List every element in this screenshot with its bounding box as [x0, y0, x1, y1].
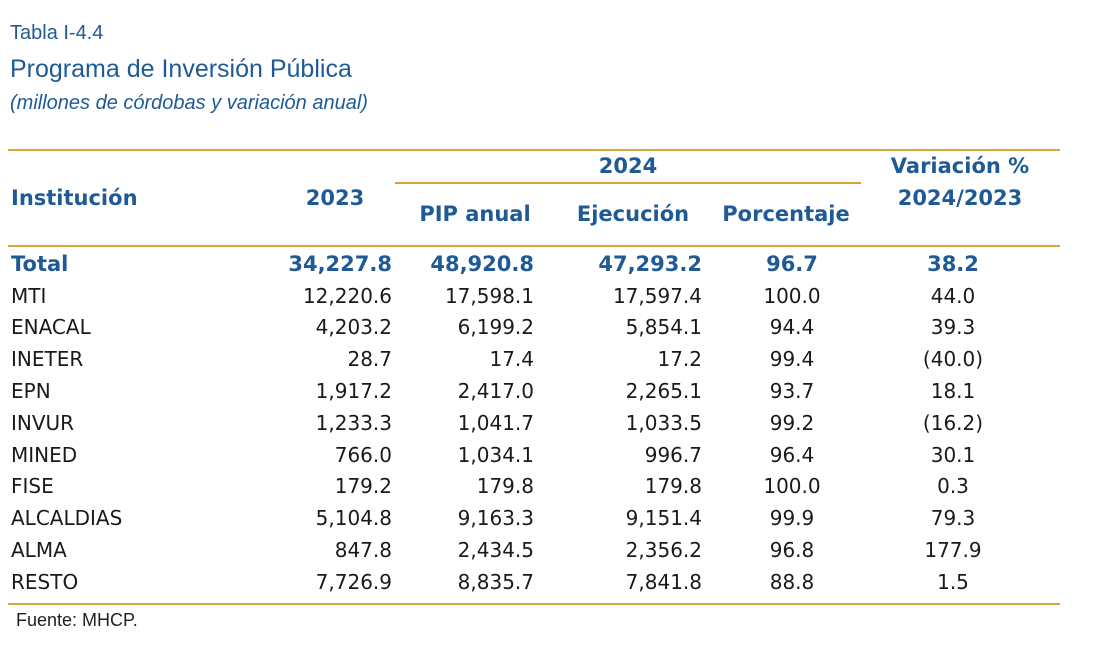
pip-anual-cell: 48,920.8	[430, 251, 534, 276]
table-row: EPN 1,917.2 2,417.0 2,265.1 93.7 18.1	[8, 375, 1060, 407]
table-row: INETER 28.7 17.4 17.2 99.4 (40.0)	[8, 343, 1060, 375]
variacion-cell: 44.0	[930, 283, 976, 308]
value-2023-cell: 12,220.6	[302, 283, 392, 308]
variacion-cell: 30.1	[930, 442, 976, 467]
value-2023-cell: 28.7	[347, 347, 392, 372]
bottom-rule	[8, 603, 1060, 605]
ejecucion-cell: 996.7	[644, 442, 702, 467]
total-row: Total 34,227.8 48,920.8 47,293.2 96.7 38.2	[8, 248, 1060, 280]
porcentaje-cell: 96.8	[769, 538, 815, 563]
header-2023: 2023	[305, 186, 365, 210]
value-2023-cell: 847.8	[334, 538, 392, 563]
header-institution: Institución	[11, 186, 138, 210]
value-2023-cell: 766.0	[334, 442, 392, 467]
top-rule	[8, 149, 1060, 151]
institution-cell: ALCALDIAS	[11, 506, 123, 531]
institution-cell: FISE	[11, 474, 54, 499]
pip-anual-cell: 17,598.1	[444, 283, 534, 308]
header-ejecucion: Ejecución	[576, 202, 690, 226]
pip-anual-cell: 8,835.7	[457, 569, 534, 594]
ejecucion-cell: 47,293.2	[598, 251, 702, 276]
porcentaje-cell: 93.7	[769, 379, 815, 404]
institution-cell: MTI	[11, 283, 47, 308]
header-2024: 2024	[598, 154, 658, 178]
pip-anual-cell: 17.4	[489, 347, 534, 372]
ejecucion-cell: 7,841.8	[625, 569, 702, 594]
porcentaje-cell: 96.7	[766, 251, 818, 276]
table-row: MINED 766.0 1,034.1 996.7 96.4 30.1	[8, 439, 1060, 471]
variacion-cell: (16.2)	[922, 410, 984, 435]
header-pip-anual: PIP anual	[419, 202, 531, 226]
institution-cell: MINED	[11, 442, 78, 467]
ejecucion-cell: 179.8	[644, 474, 702, 499]
variacion-cell: 39.3	[930, 315, 976, 340]
value-2023-cell: 179.2	[334, 474, 392, 499]
table-row: FISE 179.2 179.8 179.8 100.0 0.3	[8, 471, 1060, 503]
porcentaje-cell: 96.4	[769, 442, 815, 467]
variacion-cell: 0.3	[937, 474, 969, 499]
header-variacion: Variación %	[890, 154, 1030, 178]
table-row: ALMA 847.8 2,434.5 2,356.2 96.8 177.9	[8, 534, 1060, 566]
variacion-cell: 38.2	[927, 251, 979, 276]
ejecucion-cell: 2,356.2	[625, 538, 702, 563]
value-2023-cell: 5,104.8	[315, 506, 392, 531]
pip-anual-cell: 2,434.5	[457, 538, 534, 563]
value-2023-cell: 34,227.8	[288, 251, 392, 276]
header-rule	[8, 245, 1060, 247]
pip-anual-cell: 179.8	[476, 474, 534, 499]
ejecucion-cell: 2,265.1	[625, 379, 702, 404]
table-subtitle: (millones de córdobas y variación anual)	[10, 92, 368, 114]
pip-anual-cell: 2,417.0	[457, 379, 534, 404]
table-row: MTI 12,220.6 17,598.1 17,597.4 100.0 44.0	[8, 280, 1060, 312]
porcentaje-cell: 100.0	[763, 474, 821, 499]
table-row: ALCALDIAS 5,104.8 9,163.3 9,151.4 99.9 79.3	[8, 502, 1060, 534]
table-title: Programa de Inversión Pública	[10, 55, 352, 83]
pip-anual-cell: 1,041.7	[457, 410, 534, 435]
source-note: Fuente: MHCP.	[16, 610, 138, 630]
header-porcentaje: Porcentaje	[722, 202, 850, 226]
institution-cell: RESTO	[11, 569, 79, 594]
porcentaje-cell: 94.4	[769, 315, 815, 340]
porcentaje-cell: 100.0	[763, 283, 821, 308]
table-label: Tabla I-4.4	[10, 22, 104, 44]
variacion-cell: 18.1	[930, 379, 976, 404]
value-2023-cell: 4,203.2	[315, 315, 392, 340]
variacion-cell: 1.5	[937, 569, 969, 594]
table-row: ENACAL 4,203.2 6,199.2 5,854.1 94.4 39.3	[8, 312, 1060, 344]
porcentaje-cell: 99.9	[769, 506, 815, 531]
value-2023-cell: 7,726.9	[315, 569, 392, 594]
porcentaje-cell: 88.8	[769, 569, 815, 594]
institution-cell: EPN	[11, 379, 51, 404]
pip-anual-cell: 6,199.2	[457, 315, 534, 340]
year-2024-rule	[395, 182, 861, 184]
investment-table: Total 34,227.8 48,920.8 47,293.2 96.7 38.2 MTI…	[8, 248, 1060, 598]
ejecucion-cell: 1,033.5	[625, 410, 702, 435]
value-2023-cell: 1,917.2	[315, 379, 392, 404]
institution-cell: Total	[11, 251, 69, 276]
institution-cell: ENACAL	[11, 315, 91, 340]
institution-cell: INVUR	[11, 410, 75, 435]
value-2023-cell: 1,233.3	[315, 410, 392, 435]
institution-cell: ALMA	[11, 538, 67, 563]
ejecucion-cell: 9,151.4	[625, 506, 702, 531]
table-body: Total 34,227.8 48,920.8 47,293.2 96.7 38.2 MTI…	[8, 248, 1060, 598]
variacion-cell: 79.3	[930, 506, 976, 531]
table-row: INVUR 1,233.3 1,041.7 1,033.5 99.2 (16.2)	[8, 407, 1060, 439]
pip-anual-cell: 1,034.1	[457, 442, 534, 467]
institution-cell: INETER	[11, 347, 84, 372]
ejecucion-cell: 17.2	[657, 347, 702, 372]
ejecucion-cell: 17,597.4	[612, 283, 702, 308]
porcentaje-cell: 99.4	[769, 347, 815, 372]
header-variacion-period: 2024/2023	[897, 186, 1023, 210]
porcentaje-cell: 99.2	[769, 410, 815, 435]
variacion-cell: (40.0)	[922, 347, 984, 372]
variacion-cell: 177.9	[924, 538, 982, 563]
pip-anual-cell: 9,163.3	[457, 506, 534, 531]
ejecucion-cell: 5,854.1	[625, 315, 702, 340]
table-row: RESTO 7,726.9 8,835.7 7,841.8 88.8 1.5	[8, 566, 1060, 598]
